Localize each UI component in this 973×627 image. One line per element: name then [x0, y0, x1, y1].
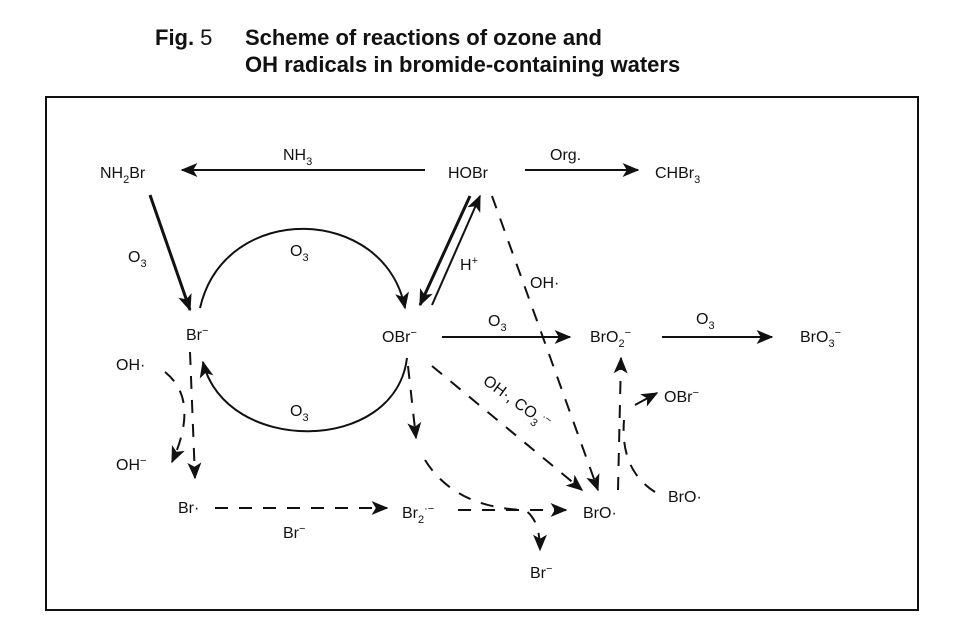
text-segment: O — [488, 313, 500, 330]
reagent-nh3: NH3 — [283, 147, 312, 168]
species-bromate: BrO3− — [800, 327, 841, 350]
reagent-org: Org. — [550, 147, 581, 164]
text-segment: OBr — [664, 389, 693, 406]
arrow-oh-to-ohminus — [164, 371, 186, 464]
arrow-obr-to-bro — [431, 365, 584, 491]
species-chbr3: CHBr3 — [655, 165, 700, 186]
text-segment: OBr — [382, 329, 411, 346]
subscript: 3 — [828, 338, 834, 350]
text-segment: OH·, CO — [480, 372, 540, 422]
reagent-oh-radical-hobr: OH· — [530, 275, 559, 292]
text-segment: NH — [283, 147, 306, 164]
arrow-hobr-to-bro — [491, 195, 600, 492]
arc-br-to-obr — [199, 227, 409, 310]
text-segment: Org. — [550, 147, 581, 164]
superscript: + — [472, 255, 478, 267]
text-segment: OH· — [116, 357, 145, 374]
subscript: 3 — [694, 174, 700, 186]
species-bromite: BrO2− — [590, 327, 631, 350]
arrow-hobr-to-obr — [418, 195, 472, 307]
superscript: − — [625, 327, 631, 339]
text-segment: Br· — [178, 500, 199, 517]
text-segment: OH — [116, 457, 140, 474]
reagent-o3-arc-top: O3 — [290, 243, 309, 264]
text-segment: Br — [186, 327, 203, 344]
subscript: 3 — [500, 322, 506, 334]
species-nh2br: NH2Br — [100, 165, 146, 186]
arrow-nh2br-to-br — [148, 194, 192, 312]
subscript: 3 — [302, 412, 308, 424]
subscript: 3 — [302, 252, 308, 264]
text-segment: Br — [283, 525, 300, 542]
text-segment: BrO· — [668, 489, 702, 506]
figure-title-line1: Fig. 5 Scheme of reactions of ozone and — [155, 25, 602, 50]
subscript: 3 — [708, 320, 714, 332]
superscript: ·− — [539, 411, 554, 427]
superscript: ·− — [424, 503, 434, 515]
species-bromide-product: Br− — [530, 563, 552, 582]
text-segment: O — [128, 249, 140, 266]
subscript: 2 — [123, 174, 129, 186]
superscript: − — [202, 325, 208, 337]
reagent-o3-obr: O3 — [488, 313, 507, 334]
figure-number-label: Fig. — [155, 25, 194, 50]
text-segment: O — [696, 311, 708, 328]
reagent-oh-co3: OH·, CO3·− — [477, 371, 554, 436]
superscript: − — [140, 455, 146, 467]
subscript: 3 — [140, 258, 146, 270]
text-segment: BrO — [590, 329, 618, 346]
superscript: − — [299, 523, 305, 535]
arrows — [148, 163, 774, 552]
species-hobr: HOBr — [448, 165, 489, 182]
reagent-h-plus: H+ — [460, 255, 478, 274]
species-hypobromite-2: OBr− — [664, 387, 699, 406]
text-segment: Br — [530, 565, 547, 582]
figure-title-line2: OH radicals in bromide-containing waters — [245, 52, 680, 77]
species-br2-radical-anion: Br2·− — [402, 503, 434, 526]
species-bro-radical: BrO· — [583, 505, 617, 522]
arrow-br-to-brradical — [187, 351, 202, 480]
text-segment: Br — [402, 505, 419, 522]
text-segment: H — [460, 257, 472, 274]
species-br-radical: Br· — [178, 500, 199, 517]
text-segment: NH — [100, 165, 123, 182]
species-hypobromite: OBr− — [382, 327, 417, 346]
text-segment: O — [290, 243, 302, 260]
reagent-o3-arc-bottom: O3 — [290, 403, 309, 424]
text-segment: OH· — [530, 275, 559, 292]
reagent-oh-radical-br: OH· — [116, 357, 145, 374]
curve-bro-pair — [622, 419, 656, 493]
labels: NH2Br HOBr CHBr3 Br− OBr− BrO2− BrO3− Br… — [100, 147, 841, 582]
superscript: − — [692, 387, 698, 399]
species-hydroxide: OH− — [116, 455, 146, 474]
arrow-obr-to-hobr — [431, 194, 481, 306]
text-segment: Br — [129, 165, 146, 182]
superscript: − — [546, 563, 552, 575]
reagent-bromide: Br− — [283, 523, 305, 542]
arrow-obr-down — [407, 365, 422, 440]
text-segment: HOBr — [448, 165, 489, 182]
text-segment: O — [290, 403, 302, 420]
figure-number: 5 — [200, 25, 212, 50]
subscript: 3 — [306, 156, 312, 168]
arrow-bro-to-bro2 — [613, 356, 628, 491]
species-bromide: Br− — [186, 325, 208, 344]
subscript: 2 — [618, 338, 624, 350]
superscript: − — [410, 327, 416, 339]
text-segment: BrO — [800, 329, 828, 346]
reagent-o3-bro2: O3 — [696, 311, 715, 332]
subscript: 2 — [418, 514, 424, 526]
superscript: − — [835, 327, 841, 339]
reagent-o3-nh2br: O3 — [128, 249, 147, 270]
arrow-br2-to-br — [424, 459, 547, 552]
species-bro-radical-2: BrO· — [668, 489, 702, 506]
arc-obr-to-br — [199, 357, 408, 433]
text-segment: CHBr — [655, 165, 695, 182]
arrow-to-obr-product — [634, 392, 659, 407]
title-line1: Scheme of reactions of ozone and — [245, 25, 602, 50]
diagram-frame — [45, 96, 919, 611]
text-segment: BrO· — [583, 505, 617, 522]
